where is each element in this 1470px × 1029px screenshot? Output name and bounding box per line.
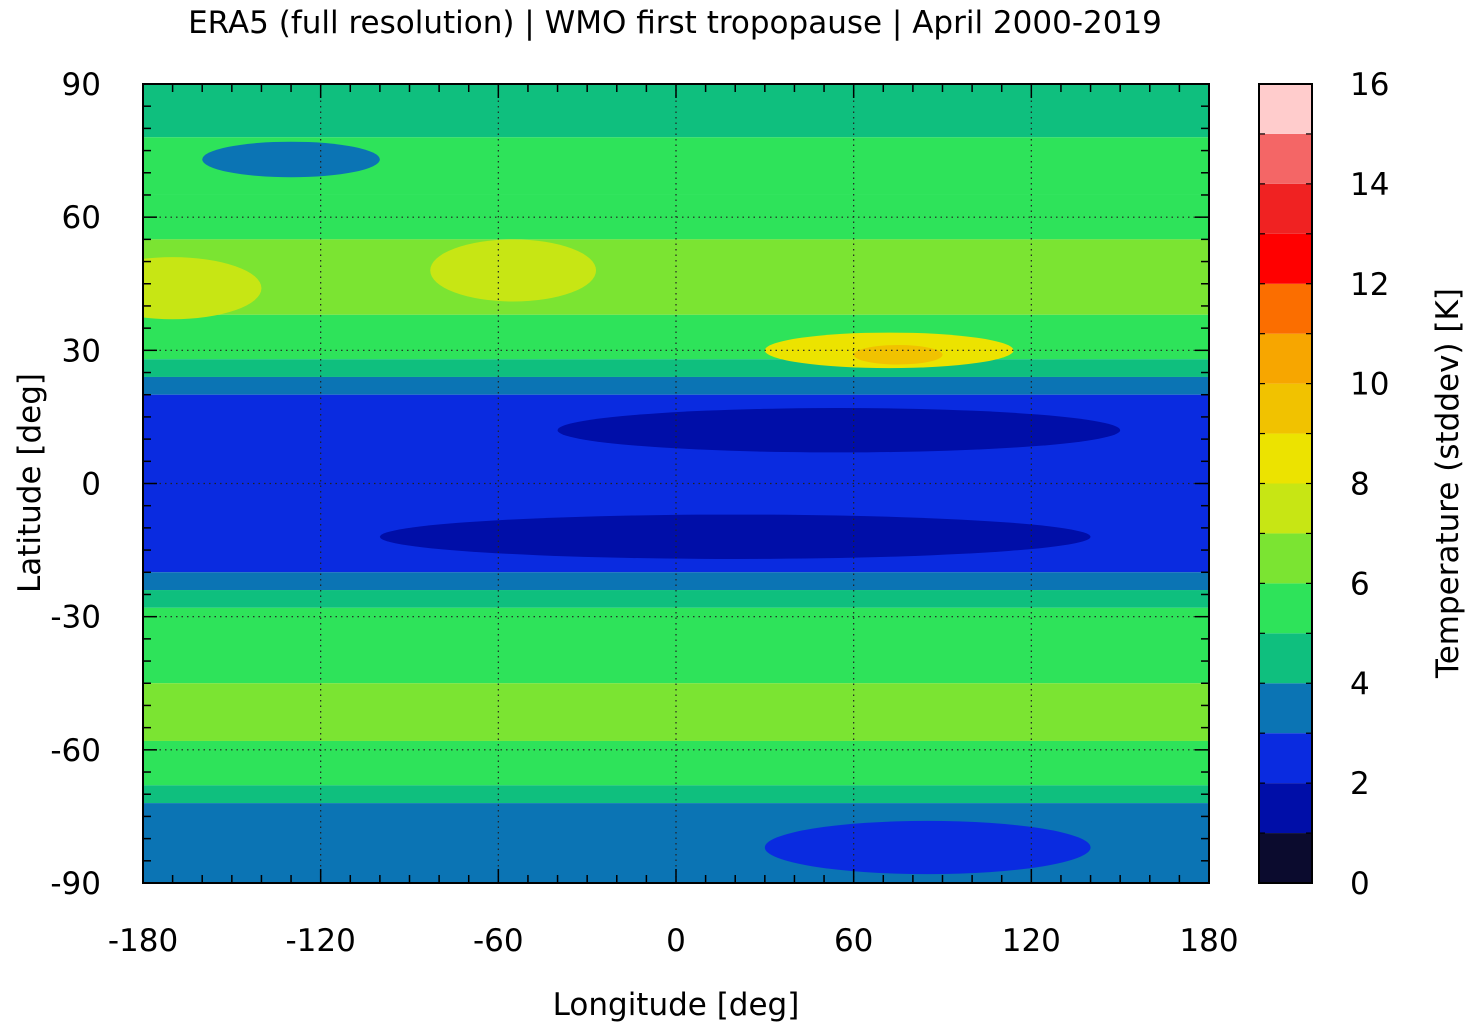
colorbar-tick-label: 10 [1350, 367, 1389, 403]
y-tick-label: 90 [62, 67, 101, 103]
chart-title: ERA5 (full resolution) | WMO first tropo… [188, 5, 1162, 41]
y-tick-label: -90 [50, 866, 101, 902]
zonal-band [143, 740, 1209, 786]
colorbar-frame [1258, 83, 1313, 884]
antarctic-minimum [764, 820, 1091, 875]
colorbar-segment [1259, 84, 1312, 134]
x-tick-label: 120 [1002, 923, 1061, 959]
colorbar-segment [1259, 833, 1312, 883]
tropical-minimum-north [557, 408, 1121, 453]
arctic-minimum [202, 141, 380, 178]
midlatitude-maximum-pacific [143, 257, 262, 320]
midlatitude-maximum-atlantic [430, 239, 597, 302]
colorbar-segment [1259, 383, 1312, 434]
colorbar-segment [1259, 433, 1312, 484]
colorbar-label: Temperature (stddev) [K] [1430, 288, 1466, 679]
colorbar-tick-label: 12 [1350, 267, 1389, 303]
colorbar-segment [1259, 533, 1312, 584]
x-tick-label: -180 [108, 923, 178, 959]
colorbar-tick-label: 4 [1350, 666, 1370, 702]
zonal-band [143, 359, 1209, 377]
x-tick-label: 0 [666, 923, 686, 959]
zonal-band [143, 590, 1209, 608]
zonal-band [143, 572, 1209, 591]
colorbar [1259, 84, 1312, 884]
colorbar-tick-label: 14 [1350, 167, 1389, 203]
colorbar-segment [1259, 583, 1312, 634]
colorbar-tick-label: 8 [1350, 467, 1370, 503]
colorbar-tick-label: 2 [1350, 766, 1370, 802]
x-axis-label: Longitude [deg] [553, 987, 800, 1023]
y-tick-label: -30 [50, 600, 101, 636]
colorbar-segment [1259, 333, 1312, 384]
colorbar-segment [1259, 183, 1312, 234]
grid-lines [143, 84, 1209, 883]
tropical-minimum-south [379, 514, 1091, 559]
y-axis-label: Latitude [deg] [12, 373, 48, 593]
colorbar-tick-label: 16 [1350, 67, 1389, 103]
x-tick-label: 60 [834, 923, 873, 959]
colorbar-segment [1259, 683, 1312, 734]
y-tick-labels: 90 60 30 0 -30 -60 -90 [50, 67, 101, 902]
zonal-band [143, 376, 1209, 395]
colorbar-tick-label: 6 [1350, 566, 1370, 602]
y-tick-label: 0 [81, 467, 101, 503]
colorbar-tick-labels: 16 14 12 10 8 6 4 2 0 [1350, 67, 1389, 902]
axis-ticks [142, 83, 1210, 884]
subtropical-maximum-asia-core [853, 345, 943, 365]
colorbar-segment [1259, 283, 1312, 334]
colorbar-segment [1259, 733, 1312, 784]
x-tick-labels: -180 -120 -60 0 60 120 180 [108, 923, 1239, 959]
y-tick-label: 60 [62, 200, 101, 236]
colorbar-segment [1259, 783, 1312, 834]
colorbar-segment [1259, 133, 1312, 184]
colorbar-segment [1259, 483, 1312, 534]
y-tick-label: -60 [50, 733, 101, 769]
x-tick-label: -120 [285, 923, 355, 959]
colorbar-segment [1259, 633, 1312, 684]
colorbar-segment [1259, 233, 1312, 284]
colorbar-tick-label: 0 [1350, 866, 1370, 902]
x-tick-label: -60 [473, 923, 524, 959]
y-tick-label: 30 [62, 333, 101, 369]
x-tick-label: 180 [1179, 923, 1238, 959]
